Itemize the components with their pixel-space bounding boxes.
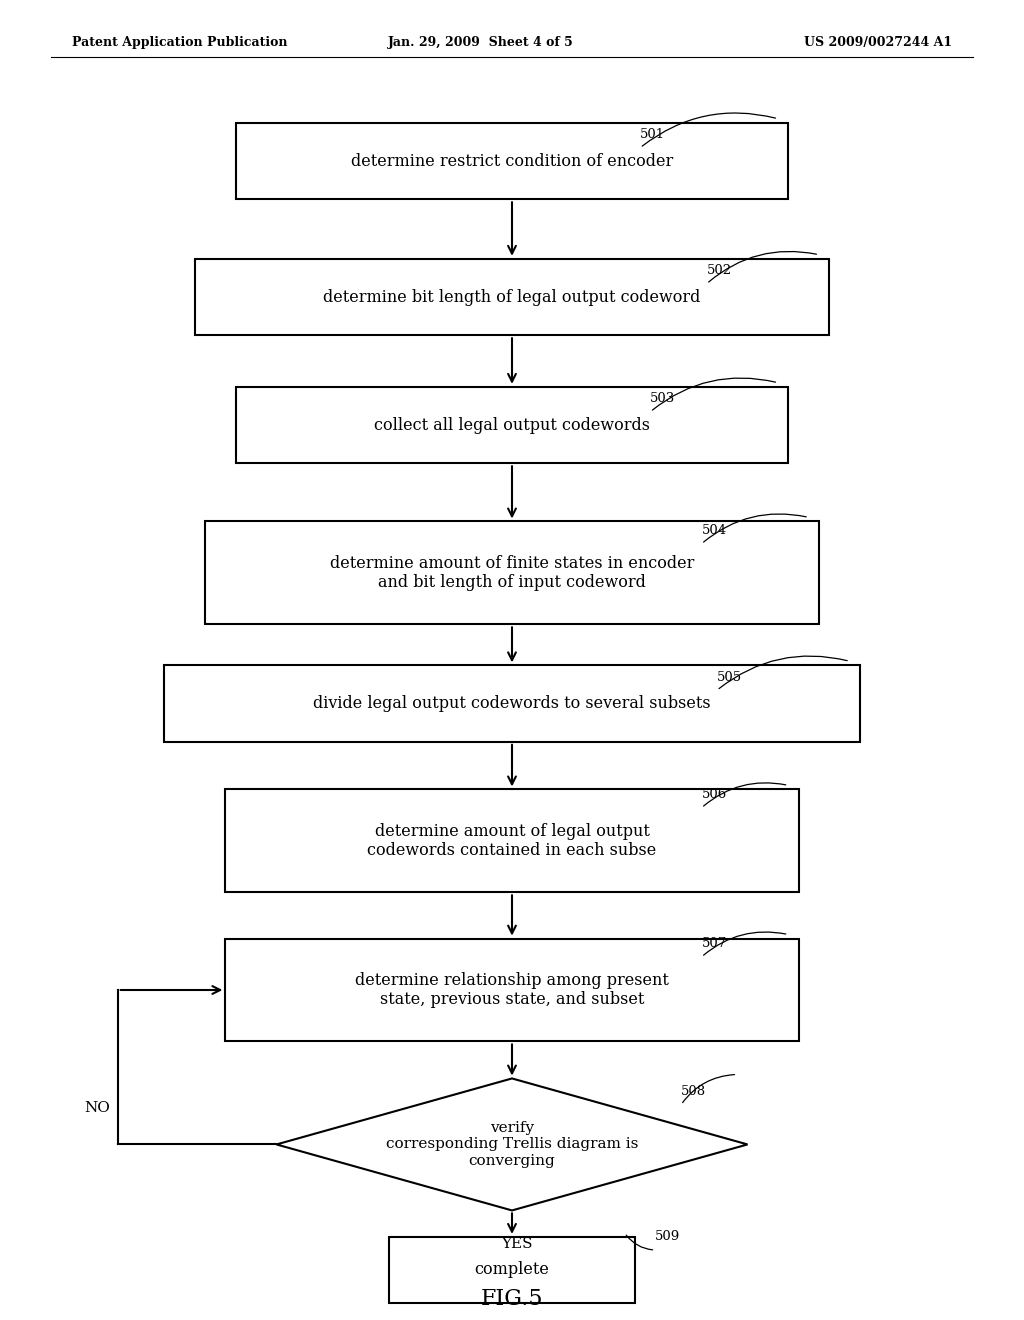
- Bar: [205, 521, 819, 624]
- Text: 506: 506: [701, 788, 727, 801]
- Text: 501: 501: [640, 128, 666, 141]
- Text: Jan. 29, 2009  Sheet 4 of 5: Jan. 29, 2009 Sheet 4 of 5: [388, 36, 574, 49]
- Text: complete: complete: [474, 1262, 550, 1278]
- Bar: [195, 259, 829, 335]
- Text: determine amount of finite states in encoder
and bit length of input codeword: determine amount of finite states in enc…: [330, 554, 694, 591]
- Text: 502: 502: [707, 264, 732, 277]
- Text: US 2009/0027244 A1: US 2009/0027244 A1: [804, 36, 952, 49]
- Text: verify
corresponding Trellis diagram is
converging: verify corresponding Trellis diagram is …: [386, 1121, 638, 1168]
- Text: YES: YES: [502, 1237, 532, 1251]
- Text: collect all legal output codewords: collect all legal output codewords: [374, 417, 650, 433]
- Polygon shape: [276, 1078, 748, 1210]
- Text: determine amount of legal output
codewords contained in each subse: determine amount of legal output codewor…: [368, 822, 656, 859]
- Text: determine restrict condition of encoder: determine restrict condition of encoder: [351, 153, 673, 169]
- Text: 508: 508: [681, 1085, 707, 1098]
- Text: NO: NO: [84, 1101, 111, 1115]
- Text: 507: 507: [701, 937, 727, 950]
- Text: FIG.5: FIG.5: [480, 1288, 544, 1309]
- Bar: [225, 789, 799, 892]
- Text: 504: 504: [701, 524, 727, 537]
- Text: divide legal output codewords to several subsets: divide legal output codewords to several…: [313, 696, 711, 711]
- Text: 505: 505: [717, 671, 742, 684]
- Bar: [236, 387, 788, 463]
- Bar: [389, 1237, 635, 1303]
- Bar: [164, 665, 860, 742]
- Text: 509: 509: [655, 1230, 681, 1243]
- Text: determine relationship among present
state, previous state, and subset: determine relationship among present sta…: [355, 972, 669, 1008]
- Text: Patent Application Publication: Patent Application Publication: [72, 36, 287, 49]
- Text: determine bit length of legal output codeword: determine bit length of legal output cod…: [324, 289, 700, 305]
- Bar: [236, 123, 788, 199]
- Text: 503: 503: [650, 392, 676, 405]
- Bar: [225, 939, 799, 1041]
